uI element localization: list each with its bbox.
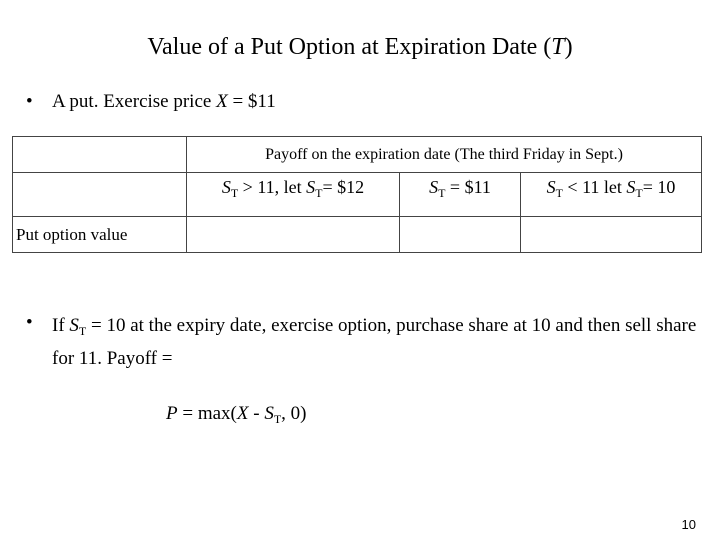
bullet-dot-icon: • [26,91,33,112]
bullet-dot-icon: • [26,312,33,333]
column-st-equal-11: ST = $11 [399,172,521,217]
table-cell [520,216,702,253]
row-label-put-option-value: Put option value [12,216,187,253]
payoff-table: Payoff on the expiration date (The third… [12,136,702,253]
bullet-exercise-example: • If ST = 10 at the expiry date, exercis… [26,312,697,369]
payoff-formula: P = max(X - ST, 0) [166,403,307,426]
table-blank-cell [12,172,187,217]
column-st-below-11: ST < 11 let ST= 10 [520,172,702,217]
table-header: Payoff on the expiration date (The third… [186,136,702,173]
slide-title: Value of a Put Option at Expiration Date… [147,34,573,60]
table-cell [186,216,400,253]
table-corner-cell [12,136,187,173]
table-cell [399,216,521,253]
page-number: 10 [681,517,696,532]
column-st-above-11: ST > 11, let ST= $12 [186,172,400,217]
